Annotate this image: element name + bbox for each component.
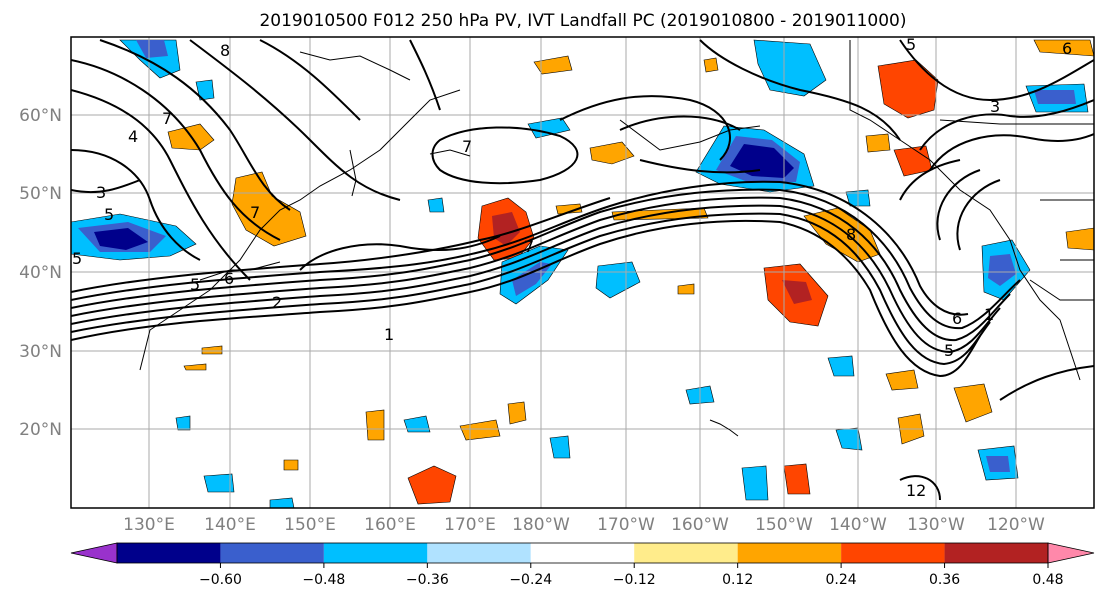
colorbar-frame: [116, 542, 1049, 564]
colorbar-segment: [944, 543, 1048, 563]
colorbar-segments: [70, 542, 1095, 564]
lon-label: 160°E: [364, 515, 416, 535]
contour-label: 12: [906, 481, 926, 500]
colorbar-tick-label: 0.36: [929, 572, 960, 588]
colorbar-segment: [323, 543, 428, 563]
colorbar-tick-label: −0.24: [509, 572, 552, 588]
contour-label: 1: [384, 325, 394, 344]
colorbar-ticks: −0.60 −0.48 −0.36 −0.24 −0.12 0.12 0.24 0.36 0.4…: [199, 563, 1064, 588]
contour-label: 5: [944, 341, 954, 360]
lon-label: 160°W: [671, 515, 729, 535]
lon-label: 130°W: [907, 515, 965, 535]
colorbar-segment: [220, 543, 324, 563]
pv-contours: [71, 39, 1094, 501]
colorbar-extend-min: [70, 542, 118, 564]
map-frame: [70, 36, 1095, 509]
lon-label: 170°W: [597, 515, 655, 535]
contour-label: 5: [906, 35, 916, 54]
contour-label: 8: [220, 41, 230, 60]
contour-label: 2: [272, 293, 282, 312]
colorbar-segment: [841, 543, 945, 563]
colorbar-segment: [427, 543, 531, 563]
lon-label: 150°W: [755, 515, 813, 535]
lon-label: 170°E: [444, 515, 496, 535]
contour-label: 7: [462, 137, 472, 156]
contour-label: 3: [96, 183, 106, 202]
lat-label-20n: 20°N: [19, 420, 62, 440]
colorbar-segment: [634, 543, 738, 563]
colorbar-extend-max: [1047, 542, 1095, 564]
colorbar-tick-label: −0.60: [199, 572, 242, 588]
colorbar-tick-label: 0.12: [722, 572, 753, 588]
contour-label: 7: [524, 237, 534, 256]
positive-anomaly-shading: [167, 39, 1094, 505]
contour-label: 6: [952, 309, 962, 328]
contour-label: 5: [72, 249, 82, 268]
lon-label: 150°E: [284, 515, 336, 535]
lon-label: 180°W: [512, 515, 570, 535]
contour-labels: 8 7 4 3 5 5 7 2 6 5 7 7 1 3 8 6 5 5 1 12…: [72, 35, 1072, 500]
contour-label: 7: [250, 203, 260, 222]
contour-label: 4: [128, 127, 138, 146]
contour-label: 6: [1062, 39, 1072, 58]
contour-label: 1: [984, 305, 994, 324]
lon-label: 130°E: [123, 515, 175, 535]
colorbar-segment: [117, 543, 221, 563]
contour-label: 6: [224, 269, 234, 288]
colorbar-tick-label: 0.48: [1032, 572, 1063, 588]
figure-title: 2019010500 F012 250 hPa PV, IVT Landfall…: [259, 11, 906, 31]
lat-label-60n: 60°N: [19, 106, 62, 126]
lon-label: 140°E: [204, 515, 256, 535]
colorbar-segment: [737, 543, 842, 563]
latitude-labels: 60°N 50°N 40°N 30°N 20°N: [19, 106, 62, 440]
longitude-labels: 130°E 140°E 150°E 160°E 170°E 180°W 170°…: [123, 515, 1045, 535]
colorbar-segment: [530, 543, 635, 563]
contour-label: 5: [104, 205, 114, 224]
contour-label: 3: [990, 97, 1000, 116]
colorbar-tick-label: −0.36: [406, 572, 449, 588]
lat-label-50n: 50°N: [19, 184, 62, 204]
colorbar-tick-label: 0.24: [826, 572, 857, 588]
colorbar-tick-label: −0.48: [302, 572, 345, 588]
contour-label: 7: [162, 109, 172, 128]
contour-label: 8: [846, 225, 856, 244]
lon-label: 120°W: [987, 515, 1045, 535]
contour-label: 5: [190, 275, 200, 294]
lat-label-30n: 30°N: [19, 342, 62, 362]
map-area: 8 7 4 3 5 5 7 2 6 5 7 7 1 3 8 6 5 5 1 12…: [71, 35, 1094, 508]
lat-label-40n: 40°N: [19, 263, 62, 283]
colorbar-tick-label: −0.12: [613, 572, 656, 588]
lon-label: 140°W: [829, 515, 887, 535]
colorbar: −0.60 −0.48 −0.36 −0.24 −0.12 0.12 0.24 0.36 0.4…: [70, 542, 1095, 588]
